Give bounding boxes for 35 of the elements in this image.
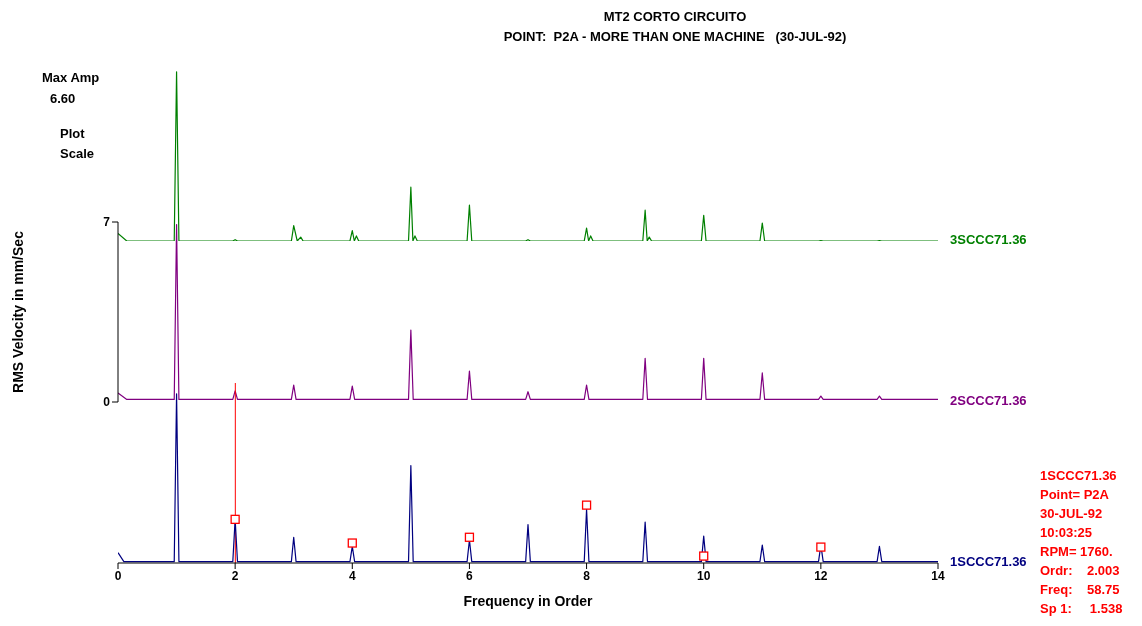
point [347,538,357,548]
point [699,551,709,561]
chart-subtitle: POINT: P2A - MORE THAN ONE MACHINE (30-JUL-92) [502,29,848,44]
x-tick-label: 0 [114,568,122,583]
series-label: 2SCCC71.36 [950,393,1027,408]
x-tick-label: 10 [697,568,711,583]
x-axis-title: Frequency in Order [463,593,594,609]
text: 10:03:25 [1040,525,1093,540]
line-series [118,223,938,401]
y-axis-title: RMS Velocity in mm/Sec [9,230,26,393]
x-tick-label: 2 [231,568,239,583]
text: Ordr: 2.003 [1040,563,1120,578]
point [581,500,592,510]
text: RPM= 1760. [1040,544,1113,559]
text: Point= P2A [1040,487,1109,502]
y-tick-label: 7 [103,215,111,230]
point [464,532,475,542]
x-tick-label: 8 [583,568,591,583]
point [230,514,240,524]
x-tick-label: 12 [814,568,828,583]
text: 1SCCC71.36 [1040,468,1117,483]
text: Max Amp [42,70,100,85]
x-tick-label: 6 [466,568,474,583]
x-tick-label: 14 [931,568,945,583]
text: 30-JUL-92 [1040,506,1103,521]
text: Scale [60,146,94,161]
text: 6.60 [50,91,76,106]
x-tick-label: 4 [348,568,356,583]
text: Plot [60,126,85,141]
point [816,542,826,552]
chart-title: MT2 CORTO CIRCUITO [602,9,748,24]
text: Freq: 58.75 [1040,582,1120,597]
text: Sp 1: 1.538 [1040,601,1123,616]
series-label: 3SCCC71.36 [950,232,1027,247]
series-label: 1SCCC71.36 [950,554,1027,569]
